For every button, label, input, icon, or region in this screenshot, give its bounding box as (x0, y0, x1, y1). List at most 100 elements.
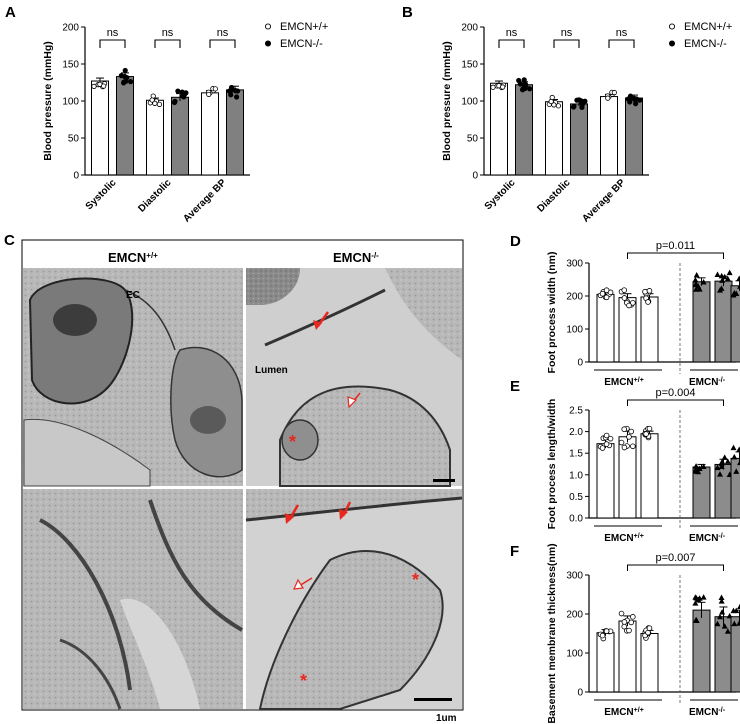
y-tick-label: 1.0 (569, 470, 583, 481)
data-point (621, 287, 628, 293)
data-point (121, 80, 127, 86)
bar (596, 443, 615, 519)
data-point (700, 278, 707, 285)
bar (596, 293, 615, 363)
data-point (234, 88, 241, 94)
data-point (731, 620, 738, 627)
bar (600, 96, 618, 176)
data-point (695, 468, 702, 475)
y-tick-label: 100 (461, 97, 478, 108)
y-tick-label: 100 (566, 325, 583, 336)
legend-label: EMCN+/+ (280, 21, 328, 33)
pvalue-label: p=0.007 (655, 552, 695, 564)
significance-bracket (608, 39, 635, 48)
y-tick-label: 100 (566, 649, 583, 660)
data-point (630, 443, 636, 450)
data-point (737, 283, 740, 289)
group-label: EMCN-/- (689, 377, 726, 389)
data-point (693, 271, 700, 278)
y-tick-label: 150 (62, 60, 79, 71)
y-tick-label: 0 (577, 358, 583, 369)
data-point (101, 83, 107, 89)
data-point (621, 623, 628, 630)
bar (692, 281, 711, 363)
bar (116, 76, 134, 176)
data-point (716, 613, 723, 620)
scale-bar-label: 1um (436, 713, 457, 724)
data-point (730, 607, 737, 614)
data-point (714, 620, 721, 627)
data-point (645, 629, 651, 636)
y-tick-label: 50 (68, 134, 80, 145)
data-point (700, 594, 707, 600)
data-point (228, 84, 235, 91)
micrograph-image-ko-bottom: * * (245, 489, 463, 710)
data-point (91, 83, 97, 89)
y-tick-label: 50 (467, 134, 479, 145)
panel-letter-e: E (510, 378, 520, 395)
data-point (576, 97, 582, 103)
significance-bracket (154, 39, 181, 48)
data-point (599, 445, 606, 451)
asterisk-marker: * (412, 570, 419, 590)
data-point (695, 596, 702, 603)
legend-marker (668, 23, 676, 30)
data-point (693, 463, 700, 469)
panel-letter-d: D (510, 233, 521, 250)
data-point (736, 275, 740, 282)
significance-bracket (99, 39, 126, 48)
bar (201, 92, 219, 176)
data-point (645, 299, 651, 305)
data-point (642, 288, 648, 295)
data-point (736, 620, 740, 626)
panel-letter-f: F (510, 543, 519, 560)
data-point (603, 628, 610, 634)
bar (640, 296, 659, 363)
data-point (520, 87, 526, 93)
legend-marker (668, 40, 676, 47)
data-point (718, 285, 725, 291)
data-point (122, 67, 128, 74)
x-tick-label: Systolic (483, 177, 518, 212)
y-axis-label: Foot process width (nm) (546, 252, 558, 374)
y-tick-label: 2.0 (569, 427, 583, 438)
y-tick-label: 0 (472, 171, 478, 182)
chart-e-foot-process-ratio: 0.0 0.5 1.0 1.5 2.0 2.5 Foot process length/wi… (546, 387, 740, 544)
bar (171, 96, 189, 176)
panel-letter-b: B (402, 4, 413, 21)
data-point (692, 594, 699, 600)
pvalue-bracket (627, 564, 724, 571)
bar (146, 99, 164, 176)
data-point (737, 459, 740, 466)
y-axis-label: Blood pressure (mmHg) (42, 41, 54, 161)
data-point (180, 93, 186, 99)
y-axis-label: Basement membrane thickness(nm) (546, 543, 558, 723)
data-point (548, 98, 554, 105)
data-point (692, 600, 699, 606)
bar (625, 97, 643, 176)
y-tick-label: 100 (62, 97, 79, 108)
data-point (626, 627, 632, 634)
significance-bracket (209, 39, 236, 48)
bar (640, 433, 659, 519)
data-point (714, 271, 721, 278)
legend-marker (264, 23, 272, 30)
pvalue-bracket (627, 399, 724, 406)
pvalue-label: p=0.004 (655, 387, 695, 399)
data-point (571, 103, 577, 109)
data-point (630, 614, 636, 620)
data-point (175, 88, 181, 94)
group-label: EMCN+/+ (604, 377, 644, 389)
data-point (522, 81, 529, 87)
legend-marker (264, 40, 272, 47)
bar (91, 80, 109, 176)
x-tick-label: Diastolic (136, 177, 174, 215)
y-tick-label: 1.5 (569, 449, 583, 460)
data-point (718, 460, 725, 466)
data-point (693, 616, 700, 623)
pvalue-label: p=0.011 (656, 240, 695, 252)
data-point (730, 444, 737, 451)
micrograph-label-ec: EC (126, 290, 140, 301)
data-point (128, 79, 134, 85)
